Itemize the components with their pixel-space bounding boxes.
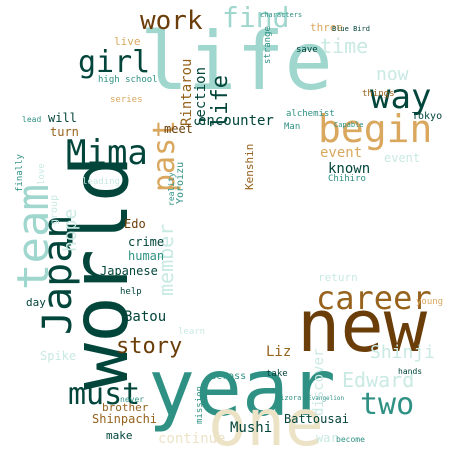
word: human [128,249,165,263]
word: Rintarou [179,58,195,126]
word: Liz [266,344,292,360]
word: Yoroizu [175,161,186,204]
word: three [310,21,344,34]
word: characters [260,11,303,19]
word: finally [15,154,25,192]
word: known [328,161,371,177]
word: across [210,371,247,382]
word: never [120,395,145,404]
word: meet [164,122,193,136]
word: must [68,377,141,412]
word: career [316,279,432,317]
word: one [208,387,324,454]
word: hope [60,208,81,252]
word: find [222,1,290,34]
word: young [416,297,444,307]
word: Edo [124,217,146,231]
word: mission [195,386,205,424]
word: work [140,6,203,36]
word: Japanese [100,264,158,278]
word: help [120,287,142,297]
word: Mima [66,133,148,173]
word: live [114,35,141,48]
word: Capable [334,121,364,129]
word: alchemist [286,109,335,119]
word: Blue Bird [332,25,370,33]
word: turn [50,125,79,139]
word: save [296,45,318,55]
word: now [376,64,409,85]
word: year [148,344,336,434]
word: take [266,369,288,379]
word: leading [82,177,120,187]
word: series [110,95,143,105]
word: become [336,435,365,444]
word: encounter [198,113,274,129]
word: life [140,15,333,108]
word: war [316,431,338,445]
word: learn [178,327,206,337]
word: Edward [342,368,415,392]
word: things [362,89,395,99]
word: lead [22,115,42,124]
word: Wizora [276,394,302,402]
word: continue [158,431,226,447]
word: Tokyo [412,111,443,122]
word: return [318,271,358,284]
word: will [48,111,77,125]
word: Evangelion [308,395,345,402]
word: hands [398,367,423,376]
word: girl [78,45,151,80]
word: make [106,429,133,442]
word: Shinji [370,342,436,363]
word: group [49,194,60,225]
word: Batou [124,309,167,325]
word: discover [311,348,327,416]
word: Man [284,122,301,132]
word: Kenshin [243,143,256,190]
word: Mushi [230,420,273,436]
word: story [116,334,183,359]
word: Spike [40,349,77,363]
word: begin [318,107,433,151]
word: two [360,387,415,422]
word: crime [128,235,165,249]
word: high school [98,75,158,85]
word: brother [102,401,149,414]
word: event [384,151,421,165]
word: Battousai [284,412,350,426]
word: way [370,77,432,117]
word: event [320,145,363,161]
word: Shinpachi [92,412,158,426]
word: time [320,34,369,58]
word: new [297,284,428,368]
word: love [37,163,47,185]
word: day [26,296,46,309]
word: Chihiro [328,174,366,184]
word: strange [263,26,273,64]
